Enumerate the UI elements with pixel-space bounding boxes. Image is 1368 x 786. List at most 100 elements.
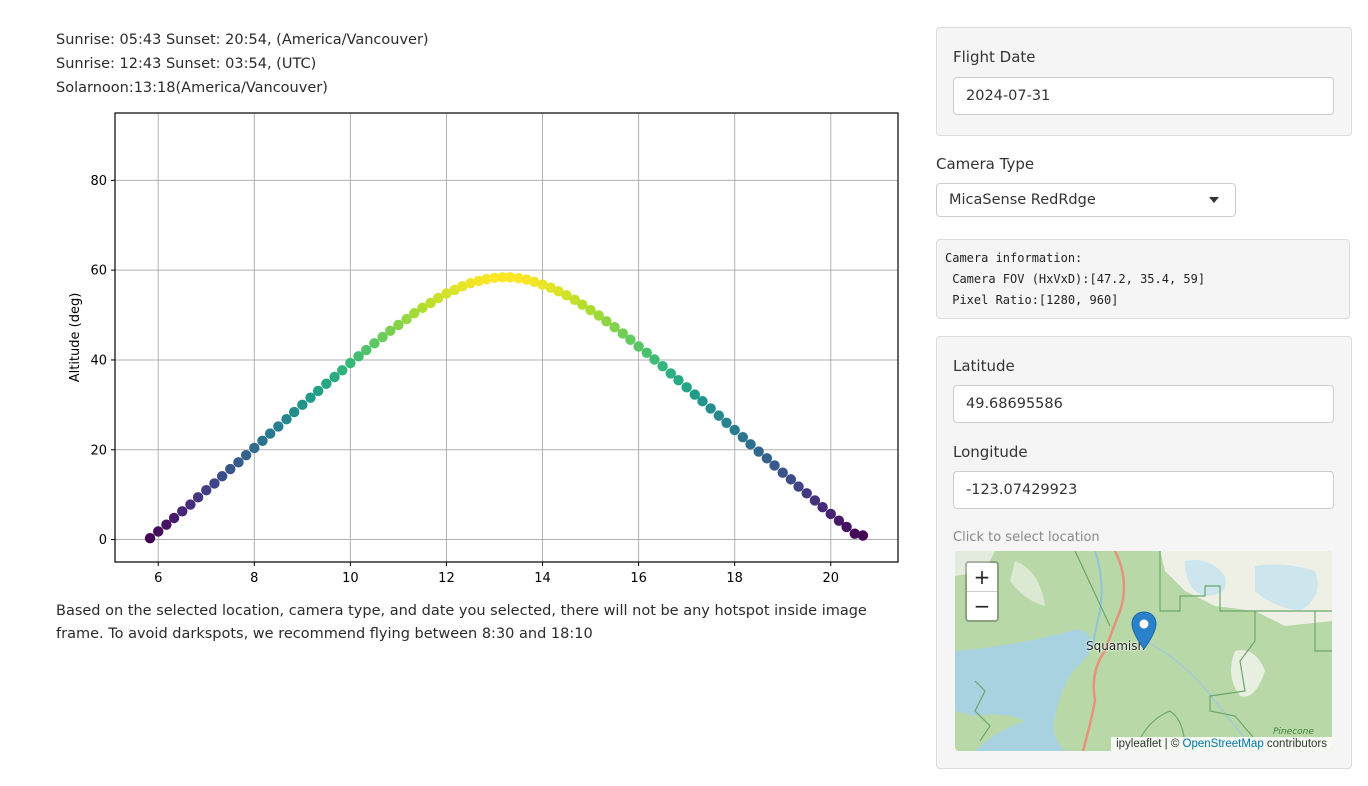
data-point: [505, 272, 516, 283]
data-point: [457, 281, 468, 292]
data-point: [225, 463, 236, 475]
svg-text:20: 20: [822, 571, 839, 586]
data-point: [377, 331, 388, 343]
map-attribution: ipyleaflet | © OpenStreetMap contributor…: [1111, 737, 1332, 751]
data-point: [249, 442, 260, 454]
data-point: [409, 308, 420, 319]
data-point: [385, 325, 396, 336]
data-point: [177, 506, 188, 517]
data-point: [649, 354, 660, 365]
data-point: [777, 467, 788, 478]
data-point: [361, 344, 372, 356]
svg-text:6: 6: [154, 571, 162, 586]
data-point: [297, 399, 308, 411]
flight-date-input[interactable]: [953, 77, 1334, 115]
data-point: [537, 279, 548, 290]
data-point: [793, 481, 804, 492]
camera-type-label: Camera Type: [936, 155, 1035, 173]
data-point: [761, 453, 773, 464]
chart-canvas: 6 8 10 12 14 16 18 20 0 20 40 60 80 Altitude (deg): [68, 112, 899, 586]
svg-text:8: 8: [250, 571, 258, 586]
data-point: [153, 526, 164, 537]
camera-info-card: Camera information: Camera FOV (HxVxD):[…: [936, 239, 1350, 319]
data-point: [737, 431, 749, 443]
data-point: [329, 371, 340, 383]
y-axis-label: Altitude (deg): [68, 293, 83, 383]
data-point: [201, 484, 212, 496]
map-marker-icon[interactable]: [1131, 611, 1157, 651]
data-point: [233, 457, 244, 468]
data-point: [753, 446, 764, 457]
data-point: [577, 299, 588, 310]
data-point: [713, 410, 725, 421]
data-point: [825, 508, 836, 520]
data-point: [209, 478, 220, 489]
data-point: [417, 302, 428, 314]
data-point: [609, 321, 620, 333]
data-point: [273, 421, 284, 432]
data-point: [264, 428, 276, 439]
data-point: [769, 460, 780, 471]
data-point: [240, 449, 252, 461]
data-point: [497, 272, 508, 283]
zoom-in-button[interactable]: +: [973, 565, 991, 589]
data-point: [481, 273, 492, 285]
data-point: [801, 488, 812, 499]
data-point: [425, 297, 436, 309]
zoom-out-button[interactable]: −: [967, 591, 997, 620]
data-point: [841, 521, 852, 533]
data-point: [433, 292, 444, 304]
svg-text:80: 80: [90, 174, 107, 189]
svg-text:10: 10: [342, 571, 359, 586]
data-point: [321, 378, 332, 389]
sun-altitude-chart: 6 8 10 12 14 16 18 20 0 20 40 60 80 Altitude (deg): [60, 108, 910, 588]
place-label-squamish: Squamish: [1086, 639, 1146, 653]
data-point: [569, 294, 580, 305]
data-point: [705, 403, 716, 414]
data-point: [192, 492, 204, 503]
longitude-label: Longitude: [953, 443, 1028, 461]
location-map[interactable]: Squamish Pinecone + − ipyleaflet | © Ope…: [955, 551, 1332, 751]
camera-type-selected: MicaSense RedRdge: [949, 192, 1096, 208]
data-point: [353, 351, 364, 362]
data-point: [593, 310, 604, 321]
data-point: [785, 474, 797, 485]
latitude-label: Latitude: [953, 357, 1015, 375]
data-point: [257, 435, 268, 446]
data-point: [745, 439, 756, 450]
flight-date-label: Flight Date: [953, 48, 1036, 66]
data-point: [337, 365, 348, 376]
data-point: [665, 368, 676, 379]
data-point: [144, 533, 156, 544]
place-label-pinecone: Pinecone: [1273, 727, 1314, 737]
data-point: [185, 499, 196, 510]
data-point: [817, 502, 828, 513]
data-point: [697, 396, 708, 407]
data-point: [489, 272, 500, 283]
svg-text:60: 60: [90, 264, 107, 279]
data-point: [625, 334, 636, 345]
data-point: [729, 424, 740, 436]
data-point: [681, 382, 692, 393]
data-point: [305, 392, 316, 403]
camera-type-select[interactable]: MicaSense RedRdge: [936, 183, 1236, 217]
zoom-control: + −: [965, 561, 999, 622]
data-point: [617, 328, 628, 339]
data-point: [689, 389, 701, 400]
svg-text:12: 12: [438, 571, 455, 586]
data-point: [393, 319, 404, 331]
svg-text:40: 40: [90, 353, 107, 368]
data-point: [601, 316, 612, 327]
openstreetmap-link[interactable]: OpenStreetMap: [1182, 738, 1264, 750]
data-point: [857, 530, 869, 541]
data-point: [657, 361, 668, 372]
data-point: [553, 286, 564, 297]
map-tiles[interactable]: [955, 551, 1332, 751]
latitude-input[interactable]: [953, 385, 1334, 423]
longitude-input[interactable]: [953, 471, 1334, 509]
data-point: [833, 515, 845, 526]
data-point: [168, 512, 180, 524]
data-point: [633, 341, 644, 352]
svg-text:18: 18: [726, 571, 743, 586]
svg-text:16: 16: [630, 571, 647, 586]
